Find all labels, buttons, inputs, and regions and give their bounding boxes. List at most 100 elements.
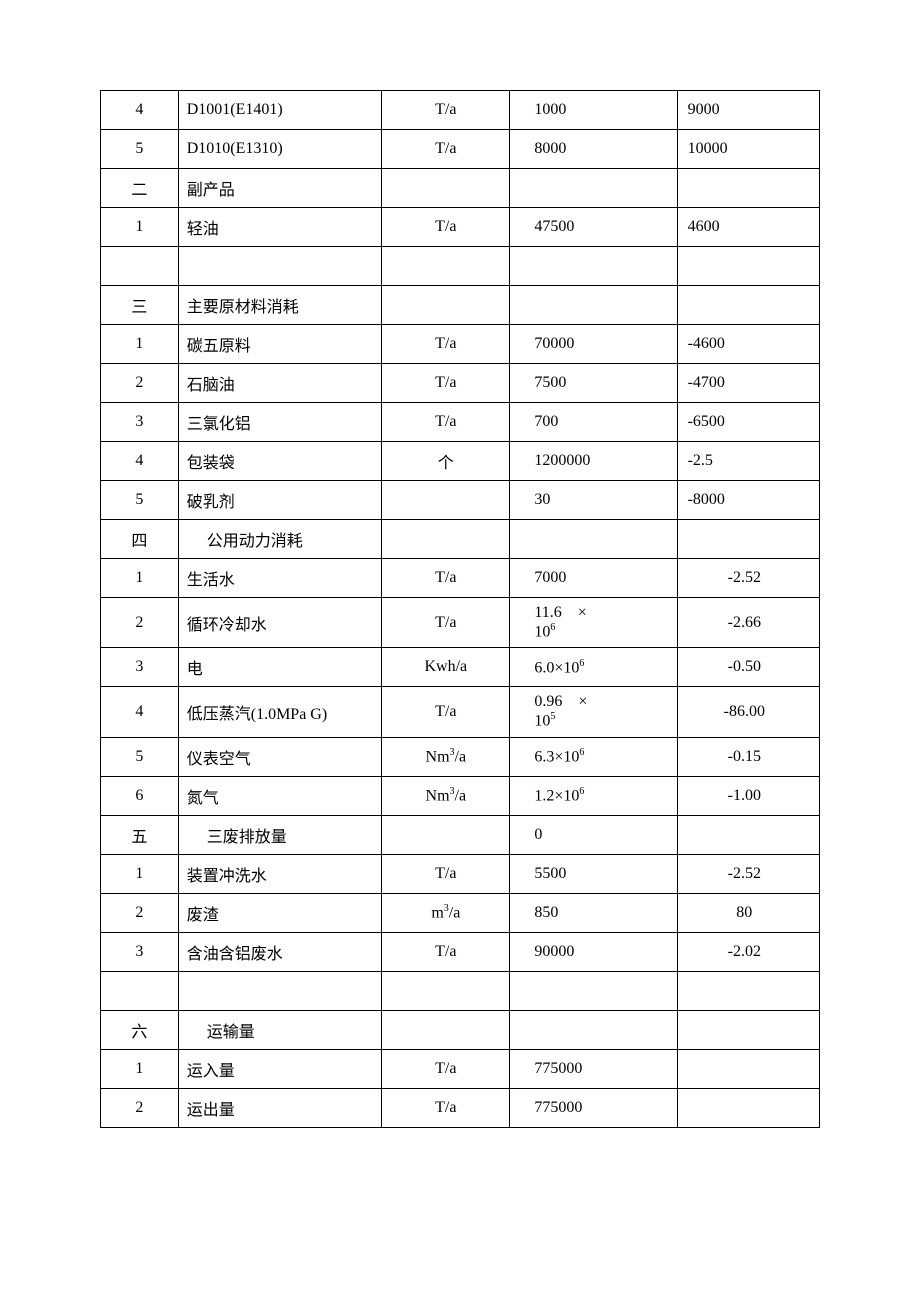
- cell-val: -8000: [677, 481, 819, 520]
- cell-unit: T/a: [382, 854, 510, 893]
- cell-idx: 1: [101, 1049, 179, 1088]
- table-row: 4低压蒸汽(1.0MPa G)T/a0.96 ×105-86.00: [101, 687, 820, 737]
- cell-name: 主要原材料消耗: [178, 286, 382, 325]
- cell-qty: 30: [510, 481, 677, 520]
- table-row: 1轻油T/a475004600: [101, 208, 820, 247]
- cell-idx: 3: [101, 648, 179, 687]
- cell-qty: 775000: [510, 1088, 677, 1127]
- cell-qty: [510, 520, 677, 559]
- cell-unit: [382, 520, 510, 559]
- cell-val: -1.00: [677, 776, 819, 815]
- cell-unit: T/a: [382, 559, 510, 598]
- cell-unit: [382, 1010, 510, 1049]
- cell-unit: T/a: [382, 208, 510, 247]
- cell-unit: T/a: [382, 598, 510, 648]
- cell-idx: 6: [101, 776, 179, 815]
- table-row: 1运入量T/a775000: [101, 1049, 820, 1088]
- cell-val: [677, 971, 819, 1010]
- cell-val: [677, 1010, 819, 1049]
- cell-idx: 2: [101, 364, 179, 403]
- cell-idx: 六: [101, 1010, 179, 1049]
- data-table: 4 D1001(E1401) T/a 100090005D1010(E1310)T/a…: [100, 90, 820, 1128]
- cell-name: 石脑油: [178, 364, 382, 403]
- cell-qty: 700: [510, 403, 677, 442]
- cell-unit: T/a: [382, 325, 510, 364]
- cell-name: [178, 971, 382, 1010]
- cell-unit: [382, 481, 510, 520]
- cell-idx: 1: [101, 325, 179, 364]
- cell-val: -0.15: [677, 737, 819, 776]
- cell-qty: 0: [510, 815, 677, 854]
- table-row: [101, 247, 820, 286]
- cell-val: 9000: [677, 91, 819, 130]
- cell-unit: T/a: [382, 1088, 510, 1127]
- cell-val: -2.02: [677, 932, 819, 971]
- cell-qty: [510, 971, 677, 1010]
- cell-val: -2.52: [677, 854, 819, 893]
- table-row: 3电Kwh/a6.0×106-0.50: [101, 648, 820, 687]
- cell-name: 三废排放量: [178, 815, 382, 854]
- cell-idx: 4: [101, 687, 179, 737]
- cell-qty: 850: [510, 893, 677, 932]
- cell-qty: 11.6 ×106: [510, 598, 677, 648]
- cell-val: [677, 1088, 819, 1127]
- cell-name: 废渣: [178, 893, 382, 932]
- cell-idx: 3: [101, 403, 179, 442]
- cell-name: D1001(E1401): [178, 91, 382, 130]
- cell-unit: T/a: [382, 364, 510, 403]
- table-row: 五三废排放量 0: [101, 815, 820, 854]
- table-row: 5破乳剂30-8000: [101, 481, 820, 520]
- cell-idx: 三: [101, 286, 179, 325]
- table-row: 二副产品: [101, 169, 820, 208]
- cell-val: 4600: [677, 208, 819, 247]
- cell-qty: 7000: [510, 559, 677, 598]
- cell-qty: [510, 286, 677, 325]
- cell-qty: 90000: [510, 932, 677, 971]
- table-row: 2废渣m3/a85080: [101, 893, 820, 932]
- cell-val: [677, 1049, 819, 1088]
- cell-name: 运入量: [178, 1049, 382, 1088]
- cell-name: 氮气: [178, 776, 382, 815]
- cell-qty: 8000: [510, 130, 677, 169]
- cell-val: -86.00: [677, 687, 819, 737]
- cell-idx: 5: [101, 737, 179, 776]
- cell-val: [677, 520, 819, 559]
- cell-unit: T/a: [382, 1049, 510, 1088]
- cell-qty: 1.2×106: [510, 776, 677, 815]
- cell-val: -2.5: [677, 442, 819, 481]
- cell-name: 低压蒸汽(1.0MPa G): [178, 687, 382, 737]
- cell-idx: 1: [101, 208, 179, 247]
- table-row: 3三氯化铝T/a700-6500: [101, 403, 820, 442]
- cell-idx: 5: [101, 130, 179, 169]
- cell-val: -2.52: [677, 559, 819, 598]
- cell-unit: T/a: [382, 403, 510, 442]
- cell-qty: [510, 247, 677, 286]
- cell-unit: Nm3/a: [382, 776, 510, 815]
- cell-idx: [101, 971, 179, 1010]
- cell-qty: 70000: [510, 325, 677, 364]
- cell-qty: 1000: [510, 91, 677, 130]
- table-row: 5D1010(E1310)T/a800010000: [101, 130, 820, 169]
- cell-name: 碳五原料: [178, 325, 382, 364]
- table-row: 三主要原材料消耗: [101, 286, 820, 325]
- cell-qty: 6.3×106: [510, 737, 677, 776]
- cell-idx: 4: [101, 442, 179, 481]
- cell-idx: 3: [101, 932, 179, 971]
- table-row: 1生活水T/a7000-2.52: [101, 559, 820, 598]
- cell-idx: 五: [101, 815, 179, 854]
- cell-name: 包装袋: [178, 442, 382, 481]
- cell-val: [677, 169, 819, 208]
- cell-idx: [101, 247, 179, 286]
- cell-val: [677, 286, 819, 325]
- table-row: 5仪表空气Nm3/a6.3×106-0.15: [101, 737, 820, 776]
- table-row: 4包装袋个1200000-2.5: [101, 442, 820, 481]
- cell-unit: T/a: [382, 687, 510, 737]
- cell-qty: 0.96 ×105: [510, 687, 677, 737]
- cell-unit: Nm3/a: [382, 737, 510, 776]
- cell-idx: 2: [101, 893, 179, 932]
- cell-qty: [510, 169, 677, 208]
- cell-unit: Kwh/a: [382, 648, 510, 687]
- cell-idx: 2: [101, 1088, 179, 1127]
- cell-val: [677, 247, 819, 286]
- cell-name: 仪表空气: [178, 737, 382, 776]
